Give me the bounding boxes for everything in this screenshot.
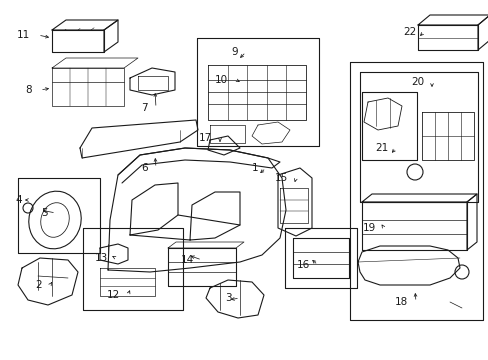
Text: 8: 8 — [25, 85, 32, 95]
Text: 12: 12 — [106, 290, 120, 300]
Text: 22: 22 — [402, 27, 415, 37]
Text: 6: 6 — [141, 163, 148, 173]
Text: 9: 9 — [231, 47, 238, 57]
Text: 4: 4 — [15, 195, 22, 205]
Text: 10: 10 — [214, 75, 227, 85]
Text: 19: 19 — [362, 223, 375, 233]
Text: 3: 3 — [225, 293, 231, 303]
Text: 17: 17 — [198, 133, 212, 143]
Text: 2: 2 — [35, 280, 42, 290]
Text: 21: 21 — [374, 143, 387, 153]
Text: 11: 11 — [17, 30, 30, 40]
Text: 16: 16 — [296, 260, 309, 270]
Text: 13: 13 — [95, 253, 108, 263]
Text: 20: 20 — [410, 77, 423, 87]
Text: 18: 18 — [394, 297, 407, 307]
Text: 7: 7 — [141, 103, 148, 113]
Text: 14: 14 — [181, 255, 194, 265]
Text: 1: 1 — [251, 163, 258, 173]
Text: 15: 15 — [274, 173, 287, 183]
Text: 5: 5 — [41, 208, 48, 218]
